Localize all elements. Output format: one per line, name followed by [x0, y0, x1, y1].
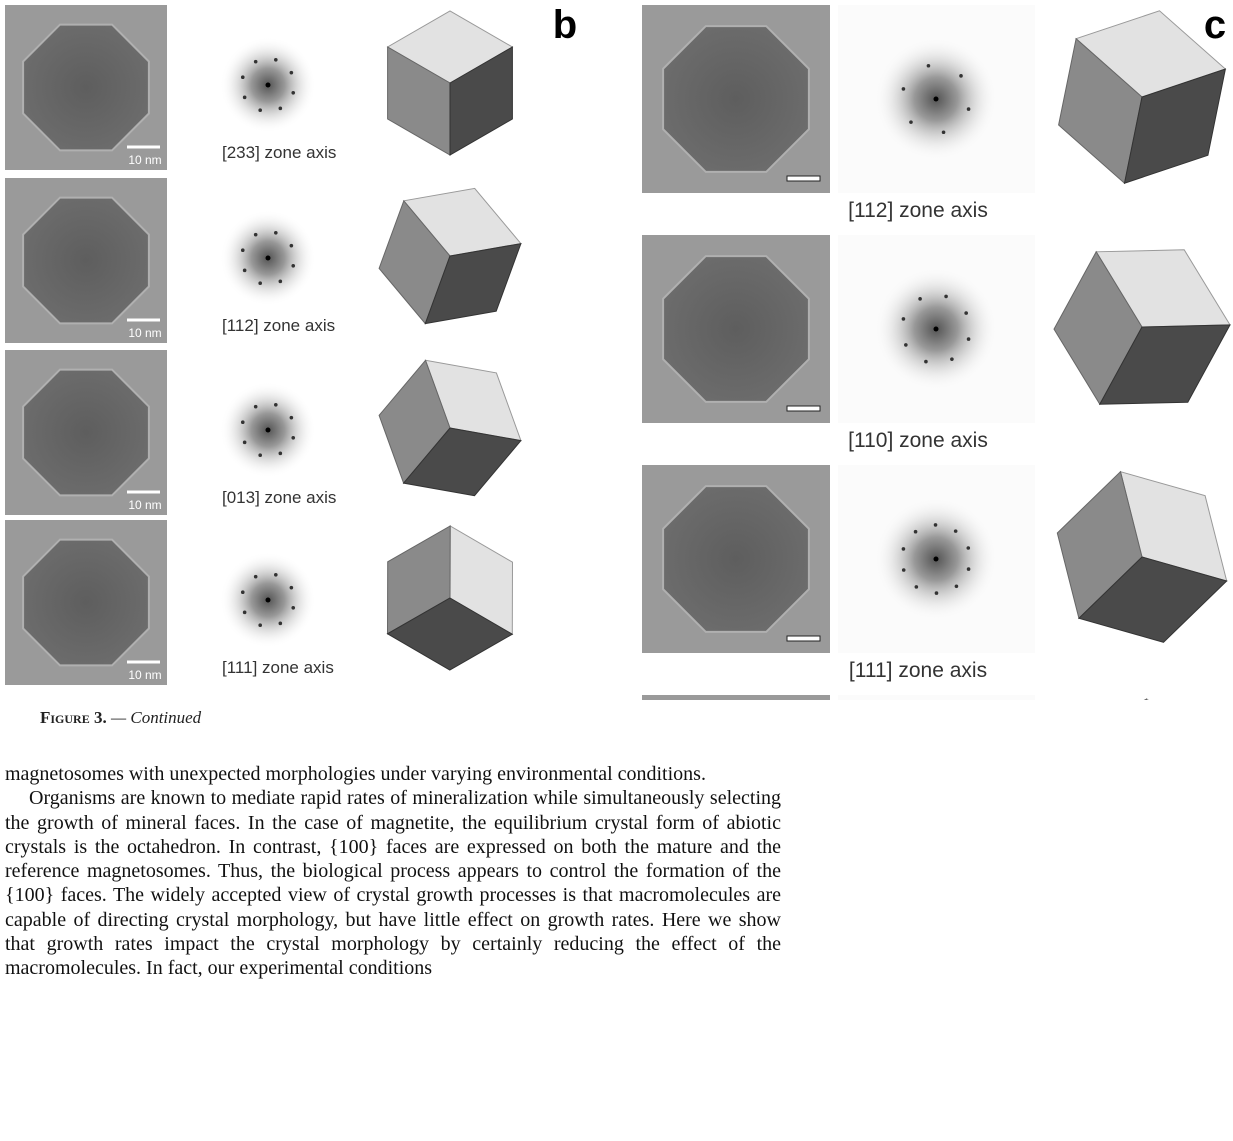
fft-spot — [934, 523, 938, 527]
crystal-face — [1064, 699, 1147, 700]
fft-spot — [290, 244, 294, 248]
fft-spot — [291, 436, 295, 440]
zone-axis-label: [013] zone axis — [222, 488, 336, 507]
tem-image — [642, 695, 830, 700]
fft-center — [266, 256, 271, 261]
particle — [23, 198, 149, 324]
fft-spot — [258, 281, 262, 285]
fft-spot — [279, 107, 283, 111]
fft-spot — [274, 231, 278, 235]
fft-spot — [967, 337, 971, 341]
fft-spot — [241, 420, 245, 424]
fft-frame — [838, 695, 1035, 700]
fft-spot — [964, 311, 968, 315]
fft-spot — [279, 622, 283, 626]
figure: b c 10 nm [233] zone axis 10 nm [112] zone … — [0, 0, 1233, 700]
particle — [663, 486, 809, 632]
fft-spot — [254, 233, 258, 237]
fft-center — [266, 83, 271, 88]
fft-spot — [914, 530, 918, 534]
fft-spot — [258, 623, 262, 627]
crystal-face — [1142, 699, 1220, 700]
fft-spot — [915, 585, 919, 589]
fft-spot — [942, 130, 946, 134]
fft-center — [934, 97, 939, 102]
paragraph: magnetosomes with unexpected morphologie… — [5, 762, 781, 786]
particle — [23, 25, 149, 151]
zone-axis-label: [112] zone axis — [848, 199, 988, 222]
page: b c 10 nm [233] zone axis 10 nm [112] zone … — [0, 0, 1233, 1141]
particle — [663, 26, 809, 172]
fft-spot — [258, 108, 262, 112]
fft-spot — [290, 586, 294, 590]
fft-spot — [243, 441, 247, 445]
fft-spot — [274, 573, 278, 577]
fft-spot — [902, 87, 906, 91]
fft-spot — [254, 405, 258, 409]
fft-spot — [243, 96, 247, 100]
paragraph: Organisms are known to mediate rapid rat… — [5, 786, 781, 980]
fft-spot — [954, 529, 958, 533]
particle — [663, 256, 809, 402]
fft-spot — [904, 343, 908, 347]
fft-spot — [291, 91, 295, 95]
fft-center — [266, 598, 271, 603]
zone-axis-label: [233] zone axis — [222, 143, 336, 162]
fft-center — [266, 428, 271, 433]
particle — [23, 540, 149, 666]
fft-spot — [291, 606, 295, 610]
fft-spot — [959, 74, 963, 78]
fft-spot — [966, 546, 970, 550]
fft-spot — [241, 75, 245, 79]
fft-spot — [254, 60, 258, 64]
fft-spot — [279, 452, 283, 456]
scale-label: 10 nm — [128, 668, 161, 682]
particle — [23, 370, 149, 496]
panel-label: b — [553, 3, 577, 47]
fft-spot — [950, 357, 954, 361]
fft-spot — [290, 416, 294, 420]
fft-spot — [243, 269, 247, 273]
fft-spot — [909, 120, 913, 124]
fft-center — [934, 327, 939, 332]
figure-caption: Figure 3. — Continued — [40, 708, 201, 728]
fft-spot — [241, 248, 245, 252]
fft-spot — [902, 568, 906, 572]
scale-bar — [787, 636, 820, 641]
fft-spot — [967, 107, 971, 111]
scale-bar — [787, 176, 820, 181]
fft-spot — [254, 575, 258, 579]
caption-text: — Continued — [111, 708, 201, 727]
fft-spot — [291, 264, 295, 268]
fft-spot — [290, 71, 294, 75]
fft-spot — [967, 567, 971, 571]
scale-label: 10 nm — [128, 498, 161, 512]
body-text: magnetosomes with unexpected morphologie… — [5, 762, 781, 1141]
fft-spot — [274, 58, 278, 62]
fft-spot — [927, 64, 931, 68]
fft-spot — [279, 280, 283, 284]
zone-axis-label: [111] zone axis — [849, 659, 987, 682]
fft-spot — [258, 453, 262, 457]
fft-spot — [918, 297, 922, 301]
zone-axis-label: [112] zone axis — [222, 316, 335, 335]
fft-spot — [955, 585, 959, 589]
fft-spot — [902, 317, 906, 321]
fft-spot — [274, 403, 278, 407]
fft-spot — [935, 591, 939, 595]
fft-spot — [243, 611, 247, 615]
scale-label: 10 nm — [128, 153, 161, 167]
fft-spot — [241, 590, 245, 594]
scale-label: 10 nm — [128, 326, 161, 340]
zone-axis-label: [111] zone axis — [222, 658, 334, 677]
scale-bar — [787, 406, 820, 411]
fft-center — [934, 557, 939, 562]
panel-label: c — [1204, 3, 1226, 47]
fft-spot — [924, 360, 928, 364]
fft-spot — [944, 295, 948, 299]
fft-spot — [902, 547, 906, 551]
caption-label: Figure 3. — [40, 708, 107, 727]
zone-axis-label: [110] zone axis — [848, 429, 988, 452]
